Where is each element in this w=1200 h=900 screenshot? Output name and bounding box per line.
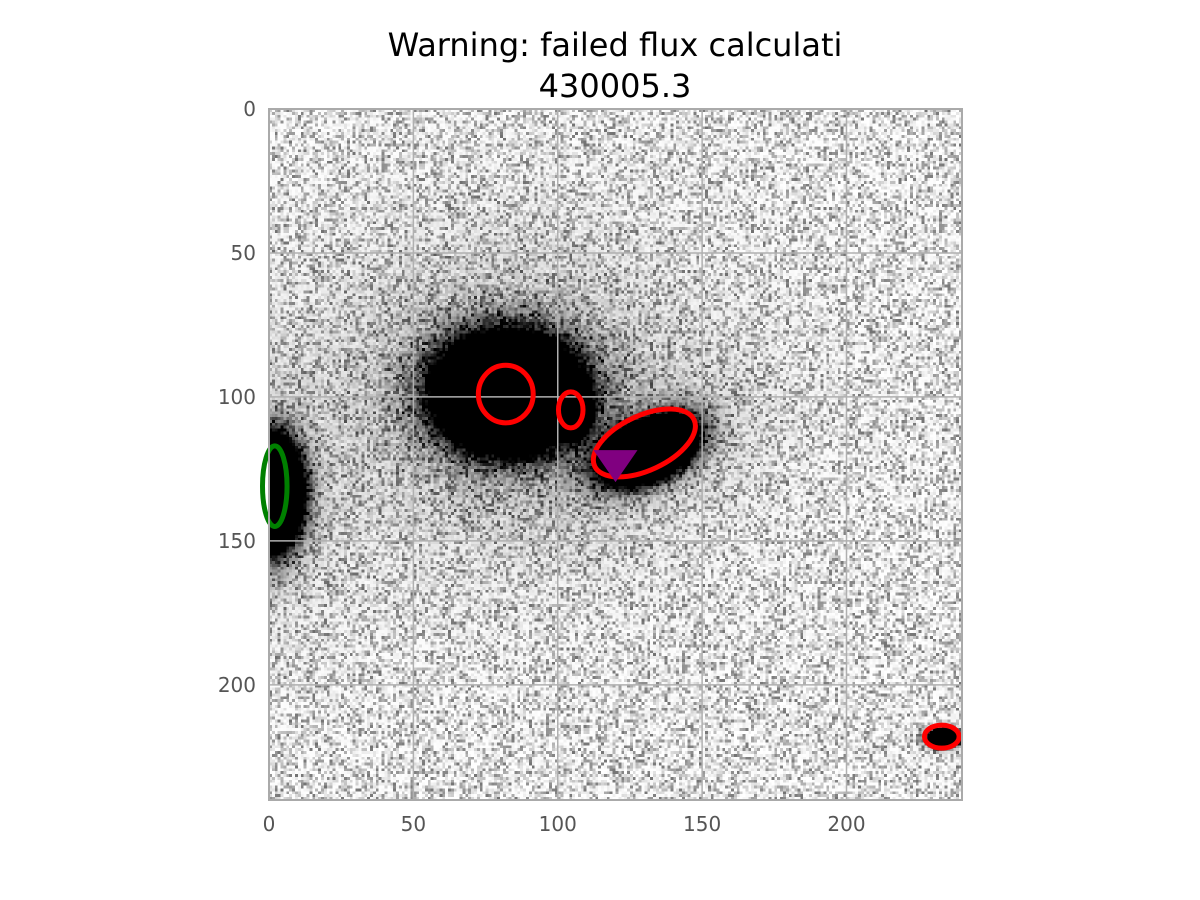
- y-axis-ticks: 0 50 100 150 200: [218, 97, 256, 697]
- aperture-ellipse: [590, 406, 698, 480]
- x-tick-label: 150: [683, 812, 721, 836]
- y-tick-label: 100: [218, 385, 256, 409]
- aperture-ellipse: [555, 389, 586, 431]
- position-markers: [593, 450, 638, 483]
- x-tick-label: 50: [401, 812, 426, 836]
- triangle-marker: [593, 450, 638, 483]
- x-tick-label: 200: [827, 812, 865, 836]
- aperture-ellipse: [475, 362, 536, 426]
- aperture-ellipse: [260, 443, 290, 529]
- chart-subtitle: 430005.3: [539, 67, 692, 105]
- chart-title: Warning: failed flux calculati: [388, 26, 843, 64]
- y-tick-label: 0: [243, 97, 256, 121]
- axes-frame: [268, 108, 963, 801]
- x-tick-label: 100: [539, 812, 577, 836]
- plot-area: [260, 108, 963, 801]
- y-tick-label: 50: [231, 241, 256, 265]
- y-tick-label: 150: [218, 529, 256, 553]
- aperture-ellipses: [260, 362, 962, 751]
- aperture-ellipse: [921, 722, 962, 751]
- x-axis-ticks: 0 50 100 150 200: [263, 812, 866, 836]
- y-tick-label: 200: [218, 673, 256, 697]
- x-tick-label: 0: [263, 812, 276, 836]
